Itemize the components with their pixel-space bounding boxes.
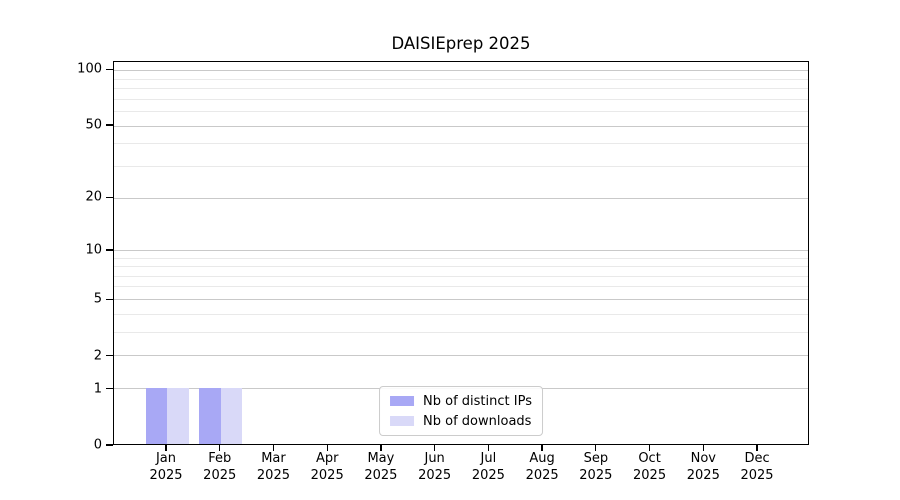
y-gridline-major [114, 298, 808, 300]
x-tick-month: Dec [744, 451, 770, 466]
x-tick-month: Mar [261, 451, 286, 466]
plot-area: Nb of distinct IPs Nb of downloads [113, 61, 809, 445]
x-tick-year: 2025 [364, 468, 398, 483]
y-gridline-minor [114, 88, 808, 90]
x-tick [487, 445, 490, 451]
y-gridline-major [114, 125, 808, 127]
chart-title: DAISIEprep 2025 [391, 34, 531, 53]
bar-downloads-feb [220, 387, 243, 444]
x-tick [756, 445, 758, 451]
legend-label-downloads: Nb of downloads [423, 413, 532, 429]
x-tick-year: 2025 [740, 468, 774, 483]
y-tick [106, 298, 113, 300]
x-tick-label: Sep 2025 [579, 450, 612, 484]
x-tick [219, 445, 221, 451]
bar-downloads-jan [167, 387, 189, 444]
x-tick [648, 445, 651, 451]
y-gridline-major [114, 249, 808, 251]
x-tick-year: 2025 [525, 468, 559, 483]
y-tick [106, 387, 113, 390]
x-tick-year: 2025 [471, 468, 505, 483]
y-tick-label: 2 [93, 348, 102, 364]
x-tick-year: 2025 [256, 468, 290, 483]
x-tick [165, 445, 167, 451]
bar-distinct-ips-feb [199, 387, 221, 444]
legend-swatch-distinct-ips [390, 395, 415, 407]
x-tick [326, 445, 328, 451]
legend-swatch-downloads [390, 415, 415, 427]
y-gridline-minor [114, 143, 808, 145]
x-tick-label: Oct 2025 [633, 450, 666, 484]
x-tick-month: Feb [208, 451, 232, 466]
y-tick-label: 1 [93, 381, 102, 397]
x-tick-year: 2025 [633, 468, 667, 483]
x-tick-label: Apr 2025 [311, 450, 344, 484]
legend: Nb of distinct IPs Nb of downloads [379, 386, 543, 436]
y-tick-label: 5 [93, 291, 102, 307]
y-tick [106, 444, 113, 446]
x-tick-month: Oct [638, 451, 661, 466]
x-tick-year: 2025 [686, 468, 720, 483]
x-tick-month: Nov [690, 451, 716, 466]
x-tick-year: 2025 [418, 468, 452, 483]
x-tick-label: Jun 2025 [418, 450, 451, 484]
y-gridline-minor [114, 286, 808, 288]
x-tick-label: Aug 2025 [526, 450, 559, 484]
y-tick [106, 196, 113, 198]
x-tick-month: May [367, 451, 395, 466]
y-gridline-minor [114, 313, 808, 315]
y-gridline-major [114, 355, 808, 357]
x-tick-year: 2025 [203, 468, 237, 483]
y-tick [106, 124, 113, 126]
x-tick-label: Nov 2025 [687, 450, 720, 484]
x-tick [434, 445, 436, 451]
x-tick-label: Dec 2025 [740, 450, 773, 484]
y-gridline-minor [114, 257, 808, 259]
x-tick-label: Jul 2025 [472, 450, 505, 484]
x-tick-month: Jan [155, 451, 177, 466]
y-gridline-minor [114, 78, 808, 80]
x-tick-year: 2025 [310, 468, 344, 483]
y-tick [106, 354, 113, 357]
x-tick-year: 2025 [579, 468, 613, 483]
y-gridline-minor [114, 98, 808, 100]
x-tick-label: Mar 2025 [257, 450, 290, 484]
x-tick-month: Sep [583, 451, 609, 466]
y-tick [106, 68, 113, 71]
y-gridline-minor [114, 275, 808, 277]
legend-label-distinct-ips: Nb of distinct IPs [423, 393, 532, 409]
x-tick-month: Jul [480, 451, 497, 466]
y-tick-label: 100 [77, 61, 102, 77]
x-tick [595, 445, 597, 451]
y-gridline-minor [114, 266, 808, 268]
bar-distinct-ips-jan [145, 387, 167, 444]
y-gridline-minor [114, 111, 808, 113]
legend-item-distinct-ips: Nb of distinct IPs [390, 393, 532, 409]
x-tick [272, 445, 275, 451]
y-gridline-minor [114, 331, 808, 333]
y-tick [106, 249, 113, 251]
y-gridline-major [114, 70, 808, 72]
x-tick-label: Jan 2025 [149, 450, 182, 484]
y-gridline-major [114, 197, 808, 199]
x-tick [541, 445, 543, 451]
y-tick-label: 20 [85, 189, 102, 205]
y-tick-label: 0 [93, 437, 102, 453]
x-tick [702, 445, 704, 451]
x-tick-label: Feb 2025 [203, 450, 236, 484]
x-tick-month: Jun [424, 451, 445, 466]
y-gridline-minor [114, 165, 808, 167]
x-tick-month: Apr [315, 451, 339, 466]
x-tick-month: Aug [529, 451, 555, 466]
x-tick-label: May 2025 [364, 450, 397, 484]
y-tick-label: 50 [85, 117, 102, 133]
x-tick-year: 2025 [149, 468, 183, 483]
x-tick [380, 445, 382, 451]
legend-item-downloads: Nb of downloads [390, 413, 532, 429]
y-tick-label: 10 [85, 242, 102, 258]
